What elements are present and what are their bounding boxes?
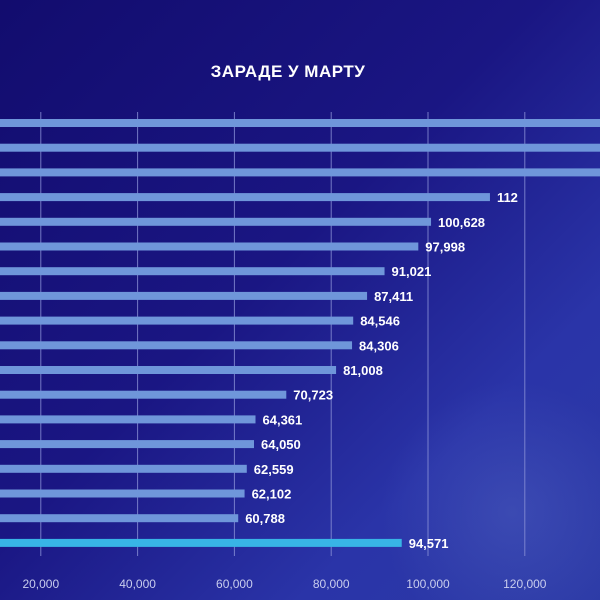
bar [0, 217, 432, 226]
bar-value-label: 64,050 [261, 437, 301, 452]
bar-value-label: 81,008 [343, 363, 383, 378]
bar [0, 267, 385, 276]
bar [0, 538, 402, 547]
bar [0, 366, 337, 374]
bar-value-label: 91,021 [392, 264, 432, 279]
bar [0, 119, 600, 127]
bar [0, 242, 419, 251]
bar [0, 143, 600, 152]
x-tick-label: 20,000 [22, 577, 59, 591]
background-glow [380, 380, 600, 600]
bar-value-label: 112 [497, 190, 518, 205]
bar-value-label: 84,306 [359, 338, 399, 353]
bar [0, 193, 490, 202]
bar [0, 168, 600, 177]
bar [0, 464, 247, 473]
bar [0, 390, 287, 399]
bar [0, 514, 239, 523]
bar-value-label: 97,998 [425, 240, 465, 255]
chart-title: ЗАРАДЕ У МАРТУ [210, 62, 366, 81]
bar [0, 316, 354, 325]
bar-value-label: 100,628 [438, 215, 485, 230]
bar-value-label: 87,411 [374, 289, 413, 304]
bar-value-label: 62,559 [254, 462, 294, 477]
bar [0, 440, 255, 449]
bar-value-label: 64,361 [263, 412, 303, 427]
x-tick-label: 40,000 [119, 577, 156, 591]
bar-value-label: 62,102 [252, 487, 292, 502]
bar-value-label: 84,546 [360, 314, 400, 329]
x-tick-label: 60,000 [216, 577, 253, 591]
bar-value-label: 94,571 [409, 536, 449, 551]
bar [0, 489, 245, 498]
bar [0, 341, 353, 350]
bar-value-label: 70,723 [293, 388, 333, 403]
x-tick-label: 100,000 [406, 577, 450, 591]
bar-value-label: 60,788 [245, 511, 285, 526]
bar [0, 291, 368, 300]
bar [0, 415, 256, 424]
x-tick-label: 80,000 [313, 577, 350, 591]
x-tick-label: 120,000 [503, 577, 547, 591]
